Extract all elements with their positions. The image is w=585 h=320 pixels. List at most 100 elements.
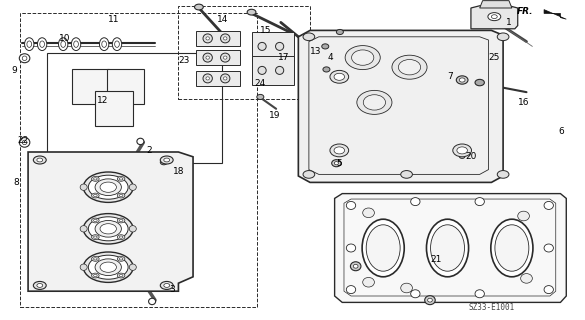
Polygon shape [95, 91, 133, 126]
Ellipse shape [497, 33, 509, 41]
Ellipse shape [352, 50, 374, 65]
Ellipse shape [37, 38, 47, 51]
Text: 7: 7 [448, 72, 453, 81]
Text: 21: 21 [430, 255, 442, 264]
Ellipse shape [401, 171, 412, 178]
Ellipse shape [95, 220, 122, 237]
Ellipse shape [346, 286, 356, 294]
Ellipse shape [100, 182, 116, 192]
Ellipse shape [94, 236, 97, 238]
Ellipse shape [497, 171, 509, 178]
Ellipse shape [19, 138, 30, 147]
Text: 12: 12 [97, 96, 108, 105]
Polygon shape [28, 152, 193, 291]
Ellipse shape [491, 219, 533, 277]
Ellipse shape [428, 298, 432, 302]
Ellipse shape [475, 79, 484, 86]
Ellipse shape [475, 290, 484, 298]
Ellipse shape [194, 4, 203, 10]
Ellipse shape [334, 147, 345, 154]
Text: 25: 25 [488, 53, 500, 62]
Ellipse shape [363, 277, 374, 287]
Ellipse shape [137, 138, 144, 145]
Ellipse shape [95, 179, 122, 196]
Text: 17: 17 [278, 53, 290, 62]
Ellipse shape [276, 43, 284, 51]
Ellipse shape [392, 55, 427, 79]
Ellipse shape [488, 13, 501, 21]
Polygon shape [544, 10, 566, 19]
Ellipse shape [363, 95, 386, 110]
Ellipse shape [40, 41, 44, 47]
Ellipse shape [92, 177, 99, 181]
Ellipse shape [203, 74, 212, 83]
Ellipse shape [27, 41, 32, 47]
Text: 20: 20 [465, 152, 477, 161]
Ellipse shape [94, 220, 97, 222]
Polygon shape [471, 6, 518, 29]
Ellipse shape [398, 60, 421, 75]
Ellipse shape [203, 34, 212, 43]
Text: 6: 6 [559, 127, 565, 136]
Ellipse shape [258, 43, 266, 51]
Ellipse shape [221, 34, 230, 43]
Ellipse shape [366, 225, 400, 271]
Ellipse shape [33, 156, 46, 164]
Text: 1: 1 [506, 18, 512, 27]
Ellipse shape [322, 44, 329, 49]
Ellipse shape [456, 76, 468, 84]
Ellipse shape [164, 158, 170, 162]
Ellipse shape [425, 296, 435, 305]
Ellipse shape [334, 73, 345, 80]
Ellipse shape [84, 252, 133, 282]
Ellipse shape [518, 211, 529, 221]
Text: 19: 19 [269, 111, 281, 120]
Ellipse shape [92, 218, 99, 223]
Ellipse shape [37, 284, 43, 287]
Ellipse shape [491, 15, 497, 19]
Ellipse shape [118, 88, 134, 101]
Ellipse shape [92, 257, 99, 261]
Ellipse shape [323, 67, 330, 72]
Ellipse shape [330, 70, 349, 83]
Text: 22: 22 [18, 136, 29, 145]
Ellipse shape [74, 41, 78, 47]
Ellipse shape [521, 274, 532, 283]
Ellipse shape [221, 53, 230, 62]
Ellipse shape [544, 202, 553, 210]
Ellipse shape [82, 88, 99, 101]
Ellipse shape [94, 275, 97, 276]
Ellipse shape [94, 178, 97, 180]
Text: 8: 8 [13, 178, 19, 187]
Polygon shape [252, 56, 294, 85]
Ellipse shape [80, 184, 87, 190]
Ellipse shape [495, 225, 529, 271]
Polygon shape [335, 194, 566, 302]
Ellipse shape [80, 226, 87, 232]
Ellipse shape [118, 235, 125, 240]
Ellipse shape [544, 244, 553, 252]
Ellipse shape [80, 264, 87, 270]
Ellipse shape [426, 219, 469, 277]
Ellipse shape [149, 298, 156, 305]
Ellipse shape [119, 236, 123, 238]
Ellipse shape [100, 262, 116, 272]
Ellipse shape [223, 37, 227, 40]
Ellipse shape [92, 193, 99, 198]
Ellipse shape [111, 114, 118, 120]
Text: FR.: FR. [517, 7, 534, 16]
Ellipse shape [25, 38, 34, 51]
Text: 5: 5 [336, 159, 342, 168]
Ellipse shape [88, 175, 128, 199]
Ellipse shape [459, 154, 465, 158]
Text: 9: 9 [12, 66, 18, 75]
Ellipse shape [303, 33, 315, 41]
Ellipse shape [94, 195, 97, 196]
Ellipse shape [99, 38, 109, 51]
Ellipse shape [160, 156, 173, 164]
Ellipse shape [118, 193, 125, 198]
Ellipse shape [19, 54, 30, 63]
Ellipse shape [22, 140, 27, 145]
Text: 3: 3 [170, 285, 175, 294]
Ellipse shape [82, 72, 99, 85]
